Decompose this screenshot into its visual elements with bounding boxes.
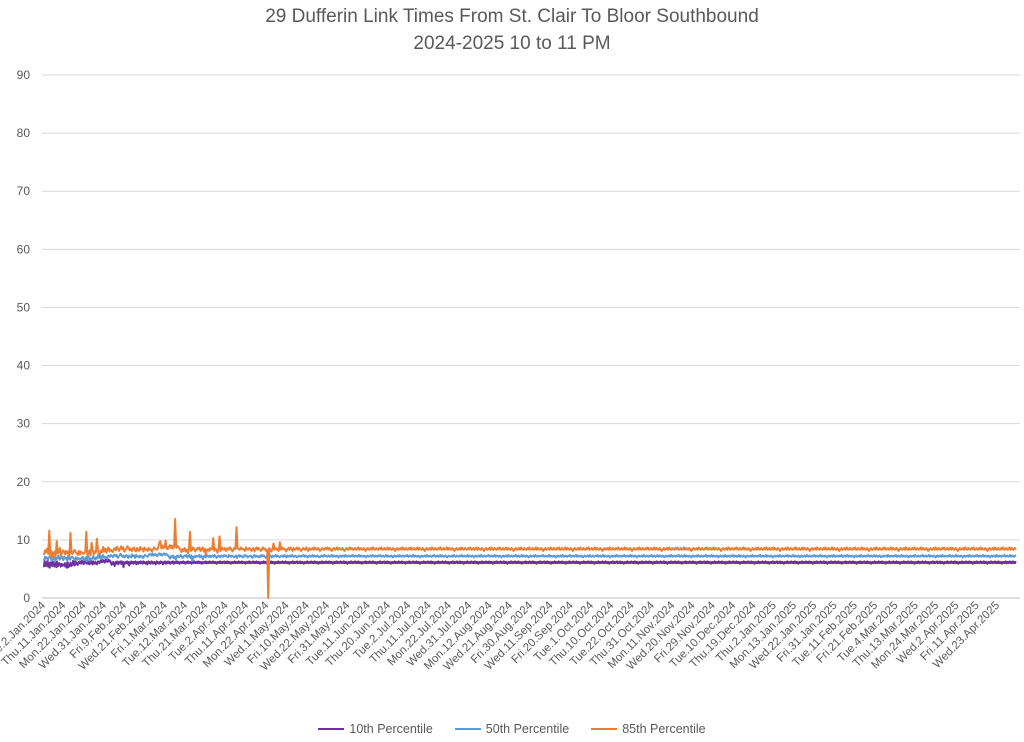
legend-item-10th: 10th Percentile [318, 722, 433, 736]
legend-swatch-10th [318, 728, 345, 730]
y-tick-label: 20 [17, 475, 31, 489]
series-line-10th [43, 558, 1017, 569]
y-tick-label: 40 [17, 359, 31, 373]
legend-swatch-85th [591, 728, 618, 730]
series-line-50th [43, 552, 1017, 563]
chart-subtitle: 2024-2025 10 to 11 PM [413, 33, 611, 54]
y-tick-label: 50 [17, 300, 31, 314]
legend-item-50th: 50th Percentile [454, 722, 570, 736]
y-tick-label: 90 [17, 68, 31, 82]
legend: 10th Percentile 50th Percentile 85th Per… [0, 722, 1024, 736]
legend-label-50th: 50th Percentile [485, 722, 570, 736]
y-tick-label: 70 [17, 184, 31, 198]
legend-swatch-50th [454, 728, 481, 730]
legend-label-85th: 85th Percentile [622, 722, 706, 736]
legend-item-85th: 85th Percentile [591, 722, 706, 736]
legend-label-10th: 10th Percentile [349, 722, 433, 736]
y-tick-label: 30 [17, 417, 31, 431]
y-tick-label: 60 [17, 242, 31, 256]
y-tick-label: 0 [23, 591, 30, 605]
y-tick-label: 80 [17, 126, 31, 140]
series-line-85th [43, 517, 1017, 599]
chart-title: 29 Dufferin Link Times From St. Clair To… [265, 6, 759, 27]
y-tick-label: 10 [17, 533, 31, 547]
